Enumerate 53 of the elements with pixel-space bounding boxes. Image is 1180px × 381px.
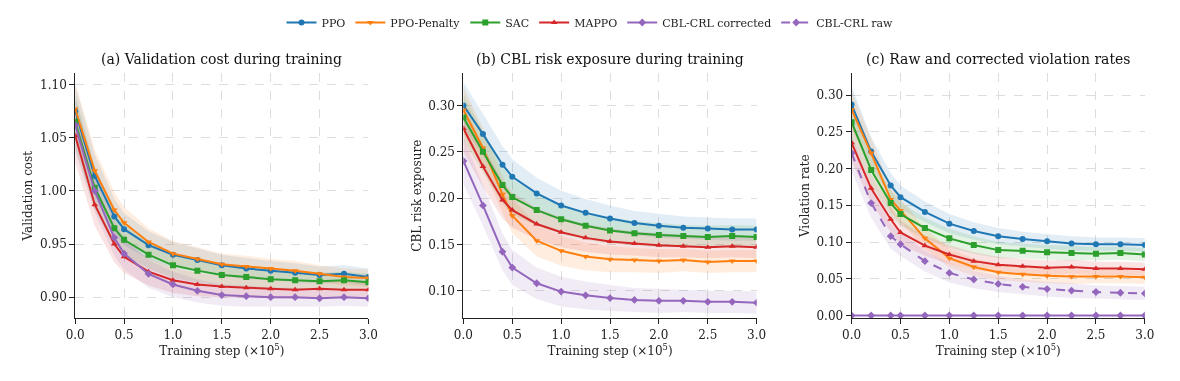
x-tick-label: 0.5 xyxy=(890,327,911,342)
chart-title: (a) Validation cost during training xyxy=(101,51,342,67)
y-tick-label: 0.10 xyxy=(428,283,455,298)
y-tick-label: 0.10 xyxy=(816,235,844,250)
y-axis-title: Validation cost xyxy=(21,150,36,242)
x-axis-title: Training step (×10$^{5}$) xyxy=(159,341,285,358)
x-tick-label: 2.0 xyxy=(1037,327,1057,342)
y-tick-label: 0.25 xyxy=(428,144,455,159)
y-tick-label: 0.30 xyxy=(816,88,844,103)
x-tick-label: 2.0 xyxy=(649,327,669,342)
x-tick-label: 3.0 xyxy=(1135,327,1155,342)
x-tick-label: 1.0 xyxy=(551,327,571,342)
x-tick-label: 0.0 xyxy=(842,327,862,342)
x-tick-label: 2.5 xyxy=(310,327,330,342)
y-tick-label: 0.20 xyxy=(816,161,844,176)
x-tick-label: 1.0 xyxy=(939,327,959,342)
x-tick-label: 3.0 xyxy=(358,327,378,342)
x-tick-label: 2.5 xyxy=(698,327,718,342)
chart-title: (b) CBL risk exposure during training xyxy=(476,51,744,67)
x-tick-label: 1.5 xyxy=(988,327,1008,342)
legend-label: CBL-CRL raw xyxy=(816,16,894,30)
x-tick-label: 2.0 xyxy=(261,327,281,342)
y-tick-label: 1.05 xyxy=(40,131,67,145)
x-tick-label: 2.5 xyxy=(1086,327,1106,342)
y-axis-title: Violation rate xyxy=(797,154,812,239)
x-tick-label: 1.0 xyxy=(163,327,183,342)
y-axis-title: CBL risk exposure xyxy=(409,139,424,252)
x-tick-label: 0.0 xyxy=(453,327,473,342)
legend-label: CBL-CRL corrected xyxy=(662,16,772,30)
legend-label: PPO xyxy=(321,16,346,30)
y-tick-label: 0.15 xyxy=(816,198,844,213)
y-tick-label: 1.00 xyxy=(40,184,67,199)
y-tick-label: 0.90 xyxy=(40,290,67,305)
x-axis-title: Training step (×10$^{5}$) xyxy=(547,341,673,358)
y-tick-label: 0.15 xyxy=(428,237,455,252)
legend-label: MAPPO xyxy=(574,16,618,30)
y-tick-label: 0.25 xyxy=(816,124,844,139)
y-tick-label: 1.10 xyxy=(40,77,67,92)
x-tick-label: 1.5 xyxy=(600,327,620,342)
x-tick-label: 0.0 xyxy=(65,327,85,342)
y-tick-label: 0.00 xyxy=(816,308,844,323)
x-tick-label: 0.5 xyxy=(114,327,134,342)
x-axis-title: Training step (×10$^{5}$) xyxy=(935,341,1061,358)
x-tick-label: 1.5 xyxy=(212,327,232,342)
y-tick-label: 0.95 xyxy=(40,237,67,252)
y-tick-label: 0.20 xyxy=(428,191,455,206)
x-tick-label: 3.0 xyxy=(747,327,767,342)
x-tick-label: 0.5 xyxy=(502,327,522,342)
y-tick-label: 0.05 xyxy=(816,271,844,286)
chart-title: (c) Raw and corrected violation rates xyxy=(866,51,1131,67)
legend-label: PPO-Penalty xyxy=(390,16,461,30)
y-tick-label: 0.30 xyxy=(428,98,455,113)
legend-label: SAC xyxy=(505,16,530,30)
